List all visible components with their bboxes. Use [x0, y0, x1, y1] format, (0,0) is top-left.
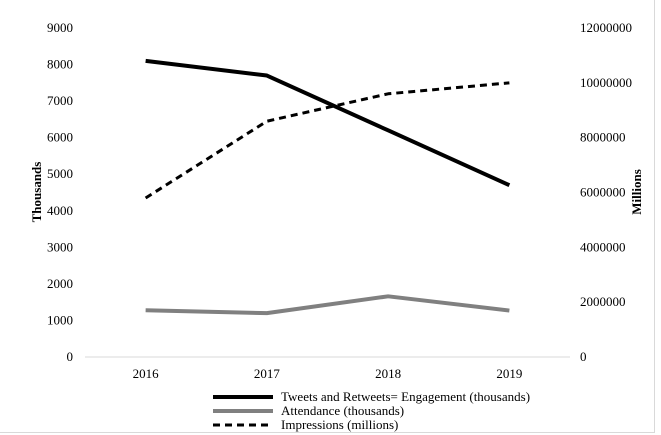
series-line-2: [144, 81, 510, 200]
left-tick-label: 0: [67, 349, 74, 364]
left-tick-label: 8000: [47, 57, 73, 72]
right-tick-label: 2000000: [580, 294, 626, 309]
x-tick-label: 2017: [254, 366, 281, 381]
left-tick-label: 2000: [47, 276, 73, 291]
left-tick-label: 5000: [47, 166, 73, 181]
left-tick-label: 6000: [47, 130, 73, 145]
legend-label-engagement: Tweets and Retweets= Engagement (thousan…: [281, 389, 530, 404]
right-tick-label: 12000000: [580, 20, 632, 35]
left-tick-label: 7000: [47, 93, 73, 108]
left-tick-label: 4000: [47, 203, 73, 218]
right-tick-label: 6000000: [580, 185, 626, 200]
series-line-1: [145, 294, 510, 316]
right-tick-label: 0: [580, 349, 587, 364]
left-tick-label: 3000: [47, 239, 73, 254]
right-axis-ticks: 0 2000000 4000000 6000000 8000000 10000000 120…: [580, 20, 632, 364]
right-axis-title: Millions: [629, 169, 644, 215]
left-axis-title: Thousands: [29, 162, 44, 223]
x-tick-label: 2019: [496, 366, 522, 381]
legend-item-impressions: Impressions (millions): [213, 417, 398, 432]
right-tick-label: 4000000: [580, 239, 626, 254]
left-tick-label: 9000: [47, 20, 73, 35]
legend: Tweets and Retweets= Engagement (thousan…: [213, 389, 530, 432]
series-lines: [144, 58, 511, 316]
legend-item-attendance: Attendance (thousands): [213, 403, 404, 418]
right-tick-label: 8000000: [580, 130, 626, 145]
legend-label-impressions: Impressions (millions): [281, 417, 398, 432]
x-tick-label: 2018: [375, 366, 401, 381]
right-tick-label: 10000000: [580, 75, 632, 90]
x-tick-label: 2016: [133, 366, 160, 381]
left-tick-label: 1000: [47, 312, 73, 327]
series-line-0: [145, 58, 511, 188]
left-axis-ticks: 0 1000 2000 3000 4000 5000 6000 7000 8000 9000: [47, 20, 73, 364]
legend-label-attendance: Attendance (thousands): [281, 403, 404, 418]
x-axis-ticks: 2016 2017 2018 2019: [133, 366, 523, 381]
legend-item-engagement: Tweets and Retweets= Engagement (thousan…: [213, 389, 530, 404]
